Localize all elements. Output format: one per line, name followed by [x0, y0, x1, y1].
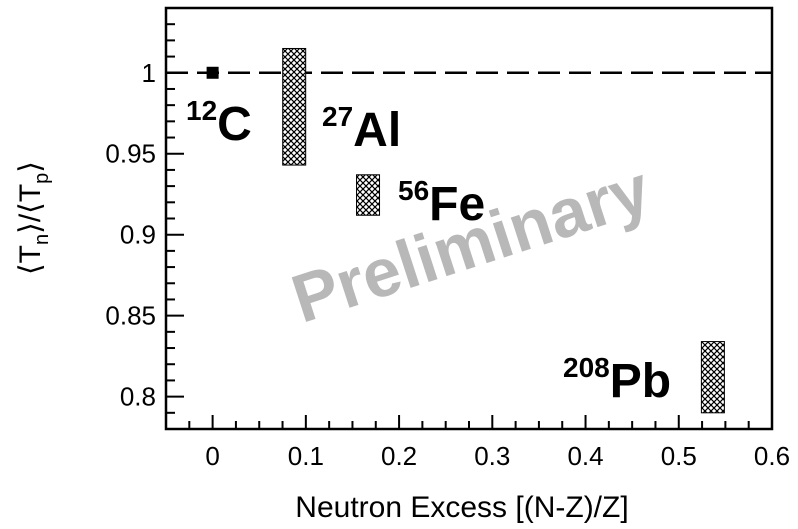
mass-number-fe: 56 [398, 175, 429, 206]
y-axis-label: ⟨Tn⟩/⟨Tp⟩ [14, 161, 53, 275]
element-symbol-pb: Pb [610, 355, 671, 408]
x-tick-label: 0 [205, 441, 219, 471]
y-tick-label: 0.9 [120, 220, 156, 250]
x-tick-label: 0.4 [567, 441, 603, 471]
nucleus-label-al: 27Al [322, 101, 401, 157]
y-tick-label: 0.8 [120, 382, 156, 412]
data-band-fe [356, 174, 381, 216]
mass-number-c: 12 [186, 95, 217, 126]
element-symbol-c: C [217, 98, 252, 151]
y-tick-label: 1 [142, 58, 156, 88]
y-tick-label: 0.95 [105, 139, 156, 169]
data-band-pb [700, 341, 725, 414]
data-point-c [206, 66, 219, 79]
y-axis-label-part: ⟨T [14, 245, 47, 275]
nucleus-label-fe: 56Fe [398, 175, 485, 231]
x-tick-label: 0.2 [381, 441, 417, 471]
element-symbol-al: Al [353, 104, 401, 157]
mass-number-pb: 208 [563, 352, 610, 383]
y-tick-label: 0.85 [105, 301, 156, 331]
y-axis-label-part: ⟩/⟨T [14, 184, 47, 234]
data-band-al [282, 47, 307, 166]
element-symbol-fe: Fe [429, 178, 485, 231]
x-tick-label: 0.6 [754, 441, 790, 471]
nucleus-label-pb: 208Pb [563, 352, 671, 408]
nucleus-label-c: 12C [186, 95, 252, 151]
x-tick-label: 0.3 [474, 441, 510, 471]
y-axis-label-part: ⟩ [14, 161, 47, 173]
x-tick-label: 0.5 [661, 441, 697, 471]
x-axis-label: Neutron Excess [(N-Z)/Z] [295, 491, 628, 524]
y-axis-label-subscript: n [31, 234, 53, 245]
mass-number-al: 27 [322, 101, 353, 132]
y-axis-label-subscript: p [31, 173, 53, 184]
x-tick-label: 0.1 [288, 441, 324, 471]
